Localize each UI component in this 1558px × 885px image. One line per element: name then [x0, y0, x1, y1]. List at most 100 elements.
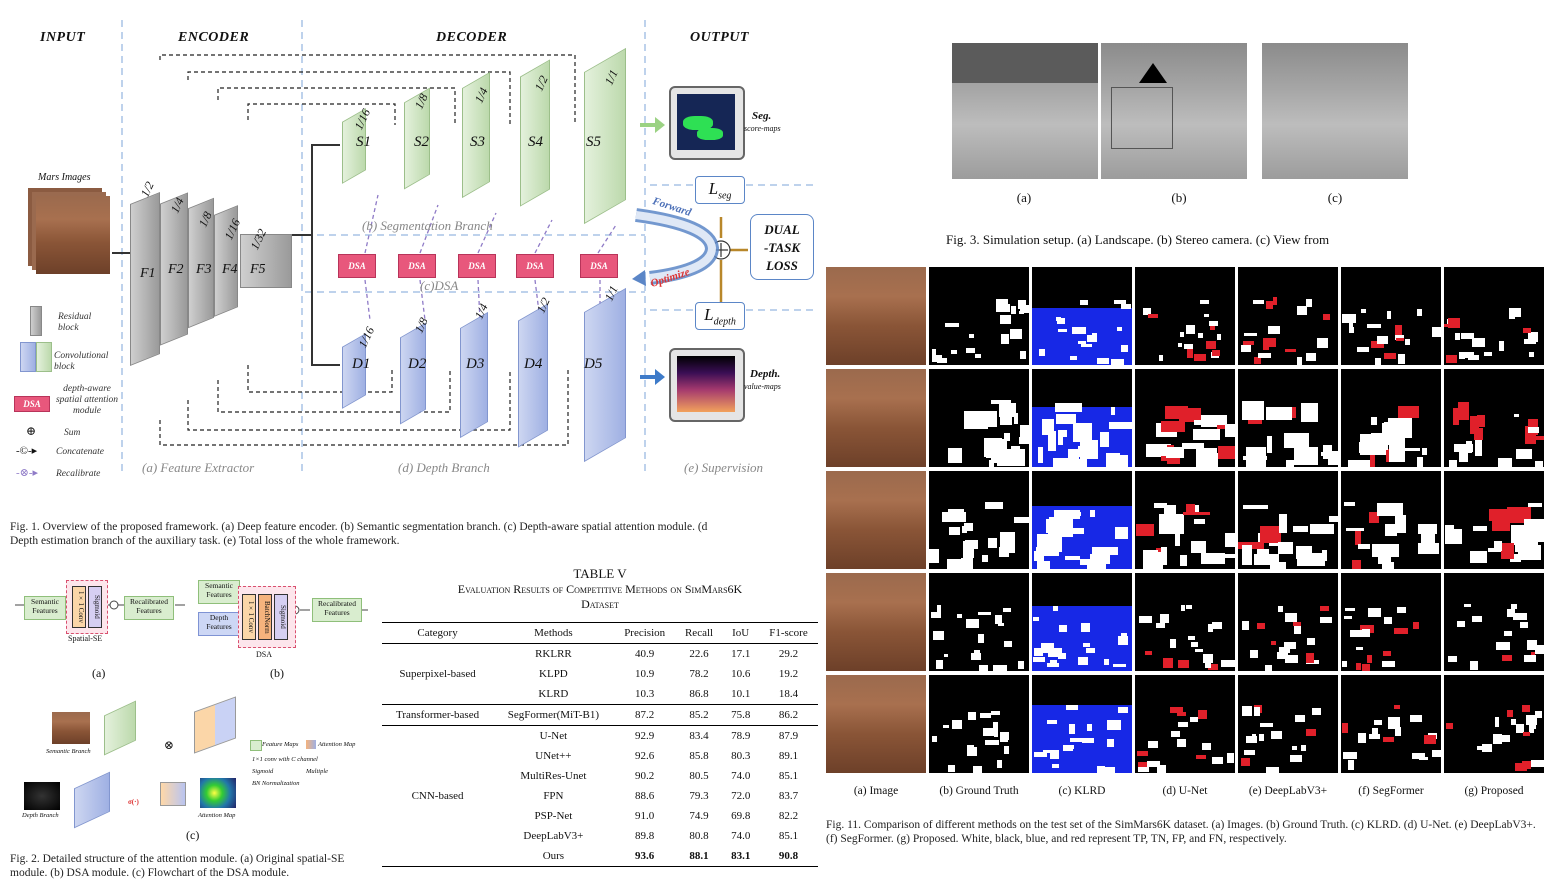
table-subtitle-2: Dataset	[581, 597, 619, 611]
segmentation-result	[1444, 369, 1544, 467]
segmentation-result	[1444, 471, 1544, 569]
seg-score-map	[677, 94, 735, 150]
segmentation-result	[1032, 675, 1132, 773]
sem-features-box-a: Semantic Features	[24, 596, 66, 620]
enc-feature-4: F4	[222, 262, 238, 277]
attention-map-label: Attention Map	[198, 812, 236, 819]
enc-feature-2: F2	[168, 262, 184, 277]
segmentation-result	[1341, 573, 1441, 671]
metric-cell: 83.1	[722, 846, 759, 867]
legend-conv: Convolutional block	[54, 351, 109, 372]
segmentation-result	[1444, 267, 1544, 365]
method-cell: PSP-Net	[534, 810, 573, 822]
segmentation-result	[1444, 573, 1544, 671]
mars-test-image	[826, 267, 926, 365]
metric-cell: 93.6	[613, 846, 676, 867]
l-depth-symbol: L	[704, 305, 714, 324]
segmentation-result	[1238, 675, 1338, 773]
depth-branch-label: (d) Depth Branch	[398, 460, 490, 475]
concat-icon: -©-▸	[16, 445, 38, 457]
results-table: Category Methods Precision Recall IoU F1…	[382, 622, 818, 867]
segmentation-result	[1341, 369, 1441, 467]
fig1-caption-line1: Fig. 1. Overview of the proposed framewo…	[10, 521, 708, 533]
fig2-label-b: (b)	[270, 666, 284, 680]
seg-node-1: S1	[356, 134, 371, 150]
segmentation-result	[1238, 573, 1338, 671]
legend-concat: Concatenate	[56, 447, 105, 457]
input-header: INPUT	[40, 30, 86, 45]
segmentation-result	[1032, 267, 1132, 365]
method-cell: FPN	[543, 790, 564, 802]
l-seg-box: Lseg	[695, 176, 745, 204]
depth-node-2: D2	[408, 356, 427, 372]
sim-view	[1262, 43, 1408, 179]
metric-cell: 86.2	[758, 704, 818, 726]
legend-sum: Sum	[64, 428, 81, 438]
segmentation-result	[1341, 471, 1441, 569]
category-cell: Transformer-based	[382, 704, 494, 726]
seg-output-label: Seg.	[752, 110, 772, 122]
fig1-caption-line2: Depth estimation branch of the auxiliary…	[10, 535, 400, 547]
conv-box-b: 1×1 Conv	[242, 594, 256, 640]
bn-op-label: σ(·)	[128, 798, 139, 806]
sigmoid-box-b: Sigmoid	[274, 594, 288, 640]
metric-cell: 78.9	[731, 730, 751, 742]
table-row: UNet++ 92.6 85.8 80.3 89.1	[382, 746, 818, 766]
segmentation-result	[1238, 369, 1338, 467]
depth-block-4	[518, 303, 548, 448]
fig11-caption: Fig. 11. Comparison of different methods…	[826, 818, 1554, 846]
fig11-column-label: (d) U-Net	[1162, 785, 1208, 797]
legend-feature-maps: Feature Maps	[262, 741, 299, 748]
sigmoid-box-a: Sigmoid	[88, 586, 102, 628]
header-recall: Recall	[675, 622, 723, 644]
header-f1: F1-score	[758, 622, 818, 644]
legend-bn: BN Normalization	[252, 780, 300, 787]
spatial-se-label: Spatial-SE	[68, 634, 103, 643]
dsa-module-5: DSA	[580, 254, 618, 278]
header-precision: Precision	[613, 622, 676, 644]
legend-attention-map: Attention Map	[318, 741, 356, 748]
header-category: Category	[382, 622, 494, 644]
dsa-module-4: DSA	[516, 254, 554, 278]
fig11-column-label: (a) Image	[853, 785, 899, 797]
attention-map-swatch	[306, 740, 316, 749]
category-cell: CNN-based	[382, 725, 494, 867]
metric-cell: 40.9	[635, 648, 655, 660]
seg-output-sub: score-maps	[744, 124, 781, 133]
mars-images-label: Mars Images	[38, 172, 91, 183]
seg-output-frame	[669, 86, 745, 160]
metric-cell: 72.0	[731, 790, 751, 802]
metric-cell: 92.6	[635, 750, 655, 762]
fig3-label-c: (c)	[1327, 190, 1343, 205]
metric-cell: 10.3	[613, 684, 676, 705]
fig2-caption-line2: module. (b) DSA module. (c) Flowchart of…	[10, 867, 290, 879]
l-depth-box: Ldepth	[695, 302, 745, 330]
metric-cell: 80.8	[689, 830, 709, 842]
enc-feature-1: F1	[140, 266, 156, 281]
metric-cell: 87.2	[613, 704, 676, 726]
legend-conv-c: 1×1 conv with C channel	[252, 756, 318, 763]
feature-extractor-label: (a) Feature Extractor	[142, 460, 255, 475]
legend-recalibrate: Recalibrate	[56, 469, 101, 479]
table-body: Superpixel-based RKLRR 40.9 22.6 17.1 29.2 KLP…	[382, 643, 818, 867]
table-row: KLRD 10.3 86.8 10.1 18.4	[382, 684, 818, 705]
fig3-label-a: (a)	[1016, 190, 1032, 205]
segmentation-result	[1444, 675, 1544, 773]
metric-cell: 82.2	[778, 810, 799, 822]
table-row: DeepLabV3+ 89.8 80.8 74.0 85.1	[382, 826, 818, 846]
legend-dsa: depth-aware spatial attention module	[55, 384, 118, 416]
recal-features-box-b: Recalibrated Features	[312, 598, 362, 622]
metric-cell: 92.9	[635, 730, 655, 742]
header-methods: Methods	[493, 622, 614, 644]
fig11-column-label: (c) KLRD	[1058, 785, 1106, 797]
metric-cell: 80.3	[731, 750, 751, 762]
metric-cell: 80.5	[689, 770, 709, 782]
seg-branch-label: (b) Segmentation Branch	[362, 218, 493, 233]
seg-node-4: S4	[528, 134, 543, 150]
fig11-caption-line1: Fig. 11. Comparison of different methods…	[826, 819, 1536, 831]
batchnorm-box-b: BatchNorm	[258, 594, 272, 640]
metric-cell: 86.8	[675, 684, 723, 705]
legend-multiple: Multiple	[306, 768, 329, 775]
method-cell: UNet++	[535, 750, 572, 762]
metric-cell: 10.6	[731, 668, 751, 680]
